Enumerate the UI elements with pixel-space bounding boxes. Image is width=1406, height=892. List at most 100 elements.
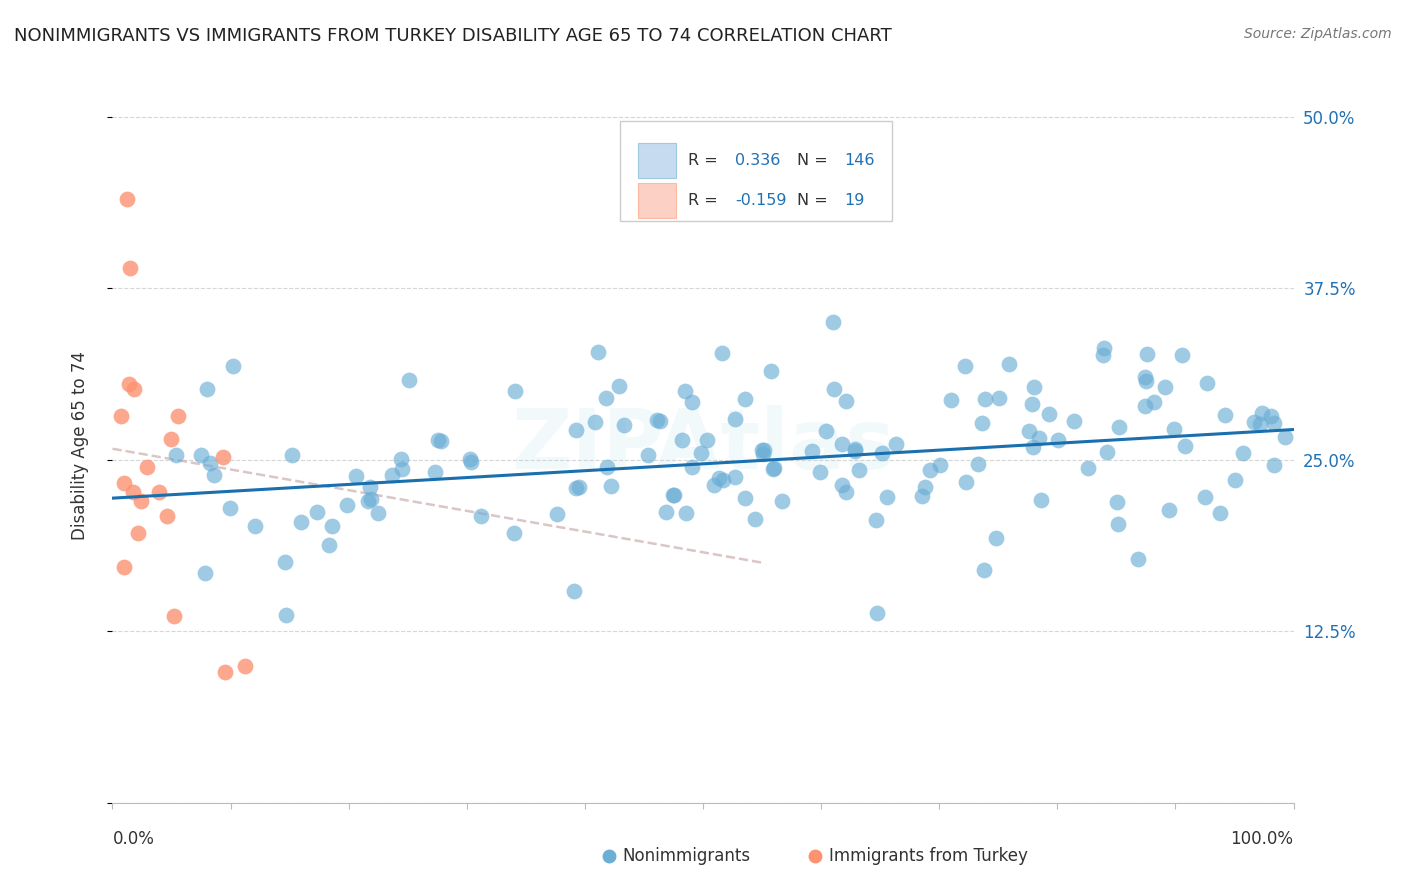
Point	[1018, 424, 1040, 438]
Point	[1154, 379, 1177, 393]
Point	[751, 443, 773, 458]
Point	[870, 446, 893, 460]
FancyBboxPatch shape	[638, 143, 676, 178]
Point	[321, 518, 343, 533]
Text: R =: R =	[688, 153, 723, 168]
Point	[835, 393, 858, 408]
Point	[770, 493, 793, 508]
Point	[290, 515, 312, 529]
Point	[564, 481, 586, 495]
Point	[1209, 506, 1232, 520]
Point	[1263, 416, 1285, 430]
Point	[1250, 406, 1272, 420]
Point	[710, 346, 733, 360]
Point	[918, 462, 941, 476]
Point	[762, 461, 785, 475]
FancyBboxPatch shape	[638, 184, 676, 219]
Point	[503, 525, 526, 540]
Point	[1174, 439, 1197, 453]
Point	[195, 382, 218, 396]
Point	[1108, 420, 1130, 434]
Point	[675, 506, 697, 520]
Point	[844, 442, 866, 456]
Point	[1133, 399, 1156, 413]
Text: Immigrants from Turkey: Immigrants from Turkey	[830, 847, 1028, 865]
Point	[1223, 473, 1246, 487]
Point	[163, 609, 186, 624]
Point	[564, 584, 586, 599]
Point	[886, 436, 908, 450]
Point	[709, 471, 731, 485]
Point	[1135, 374, 1157, 388]
Point	[1243, 415, 1265, 429]
Point	[801, 444, 824, 458]
Text: 146: 146	[845, 153, 875, 168]
Point	[120, 260, 142, 275]
Text: 0.0%: 0.0%	[112, 830, 155, 848]
Point	[336, 498, 359, 512]
Point	[276, 607, 298, 622]
Point	[1195, 376, 1218, 391]
Point	[761, 364, 783, 378]
Point	[986, 532, 1008, 546]
Point	[1163, 422, 1185, 436]
Point	[595, 391, 617, 405]
Point	[823, 382, 845, 396]
Point	[997, 357, 1019, 371]
Point	[1107, 495, 1129, 509]
Point	[752, 447, 775, 461]
Point	[734, 392, 756, 406]
Point	[503, 384, 526, 399]
Point	[1249, 417, 1271, 432]
Point	[831, 437, 853, 451]
Point	[988, 391, 1011, 405]
Point	[723, 411, 745, 425]
Point	[588, 344, 610, 359]
Point	[583, 415, 606, 429]
Y-axis label: Disability Age 65 to 74: Disability Age 65 to 74	[70, 351, 89, 541]
Point	[876, 491, 898, 505]
Point	[1213, 408, 1236, 422]
Point	[1092, 341, 1115, 355]
Point	[1077, 460, 1099, 475]
Point	[115, 192, 138, 206]
Point	[389, 452, 412, 467]
Point	[607, 379, 630, 393]
Point	[650, 414, 672, 428]
Point	[690, 445, 713, 459]
Point	[1097, 445, 1119, 459]
Point	[360, 491, 382, 506]
Point	[190, 448, 212, 462]
Point	[305, 505, 328, 519]
Point	[367, 507, 389, 521]
Point	[359, 480, 381, 494]
Point	[866, 606, 889, 620]
Point	[460, 455, 482, 469]
Point	[1092, 348, 1115, 362]
Text: 0.336: 0.336	[735, 153, 780, 168]
Point	[752, 442, 775, 457]
Point	[703, 478, 725, 492]
Point	[1107, 517, 1129, 532]
Point	[118, 377, 141, 392]
Point	[973, 562, 995, 576]
Point	[939, 393, 962, 408]
Point	[357, 493, 380, 508]
Point	[381, 468, 404, 483]
Point	[914, 480, 936, 494]
Text: Nonimmigrants: Nonimmigrants	[623, 847, 751, 865]
Point	[212, 450, 235, 465]
Point	[662, 488, 685, 502]
Point	[967, 458, 990, 472]
Point	[1126, 552, 1149, 566]
Point	[214, 665, 236, 680]
Point	[681, 394, 703, 409]
Point	[1263, 458, 1285, 472]
Point	[844, 444, 866, 458]
Point	[655, 505, 678, 519]
Point	[458, 451, 481, 466]
Point	[546, 507, 568, 521]
Point	[121, 484, 143, 499]
Point	[831, 478, 853, 492]
Point	[1024, 380, 1046, 394]
